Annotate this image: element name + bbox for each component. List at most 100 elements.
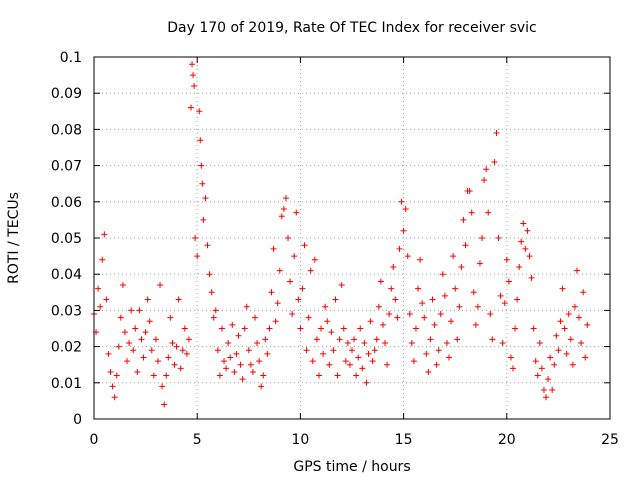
data-point <box>353 372 360 379</box>
data-point <box>491 158 498 165</box>
data-point <box>320 350 327 357</box>
data-point <box>212 307 219 314</box>
data-point <box>282 195 289 202</box>
data-point <box>470 289 477 296</box>
data-point <box>260 372 267 379</box>
data-point <box>520 220 527 227</box>
data-point <box>165 354 172 361</box>
y-tick-label: 0.03 <box>51 303 82 319</box>
data-point <box>233 350 240 357</box>
data-point <box>425 368 432 375</box>
data-point <box>268 289 275 296</box>
data-point <box>179 347 186 354</box>
data-point <box>441 292 448 299</box>
data-point <box>559 285 566 292</box>
data-point <box>324 318 331 325</box>
data-point <box>291 253 298 260</box>
data-point <box>154 358 161 365</box>
data-point <box>293 209 300 216</box>
data-point <box>144 296 151 303</box>
data-point <box>330 347 337 354</box>
data-point <box>113 372 120 379</box>
data-point <box>191 82 198 89</box>
data-point <box>375 303 382 310</box>
data-point <box>382 339 389 346</box>
data-point <box>398 198 405 205</box>
data-point <box>197 137 204 144</box>
data-point <box>146 318 153 325</box>
data-point <box>210 314 217 321</box>
data-point <box>301 242 308 249</box>
data-point <box>495 235 502 241</box>
data-point <box>466 187 473 194</box>
data-point <box>190 72 197 79</box>
data-point <box>214 347 221 354</box>
data-point <box>202 195 209 202</box>
tick-marks <box>93 56 611 420</box>
data-point <box>390 263 397 270</box>
x-axis-title: GPS time / hours <box>293 459 410 475</box>
data-point <box>208 289 215 296</box>
data-point <box>338 282 345 289</box>
data-point <box>561 325 568 332</box>
data-point <box>243 303 250 310</box>
x-tick-label: 10 <box>291 432 309 448</box>
data-point <box>206 271 213 278</box>
data-point <box>578 339 585 346</box>
data-point <box>483 166 490 173</box>
data-point <box>185 336 192 343</box>
data-point <box>109 383 116 390</box>
data-point <box>462 242 469 249</box>
data-point <box>136 307 143 314</box>
data-point <box>95 285 102 292</box>
data-point <box>221 358 228 365</box>
data-point <box>159 383 166 390</box>
data-point <box>276 267 283 274</box>
data-point <box>322 303 329 310</box>
data-points <box>91 61 591 408</box>
x-tick-label: 5 <box>193 432 202 448</box>
data-point <box>522 245 529 252</box>
data-point <box>516 263 523 270</box>
data-point <box>450 253 457 260</box>
data-point <box>198 162 205 169</box>
data-point <box>505 278 512 285</box>
data-point <box>415 285 422 292</box>
data-point <box>526 253 533 260</box>
data-point <box>373 336 380 343</box>
y-tick-label: 0.04 <box>51 267 82 283</box>
data-point <box>307 267 314 274</box>
data-point <box>328 329 335 336</box>
data-point <box>547 354 554 361</box>
data-point <box>565 311 572 318</box>
data-point <box>315 372 322 379</box>
data-point <box>460 216 467 223</box>
data-point <box>501 300 508 307</box>
data-point <box>487 311 494 318</box>
x-tick-label: 20 <box>498 432 516 448</box>
data-point <box>334 372 341 379</box>
data-point <box>555 347 562 354</box>
data-point <box>128 307 135 314</box>
data-point <box>493 130 500 137</box>
data-point <box>272 318 279 325</box>
x-tick-label: 25 <box>601 432 619 448</box>
chart-title: Day 170 of 2019, Rate Of TEC Index for r… <box>167 20 537 36</box>
data-point <box>509 365 516 372</box>
data-point <box>161 401 168 408</box>
data-point <box>431 321 438 328</box>
y-tick-label: 0.09 <box>51 86 82 102</box>
data-point <box>132 325 139 332</box>
data-point <box>278 213 285 220</box>
data-point <box>183 350 190 357</box>
data-point <box>150 372 157 379</box>
data-point <box>584 321 591 328</box>
y-tick-label: 0.02 <box>51 340 82 356</box>
data-point <box>318 325 325 332</box>
data-point <box>569 361 576 368</box>
data-point <box>285 235 292 241</box>
data-point <box>138 336 145 343</box>
data-point <box>249 368 256 375</box>
data-point <box>396 245 403 252</box>
data-point <box>532 358 539 365</box>
